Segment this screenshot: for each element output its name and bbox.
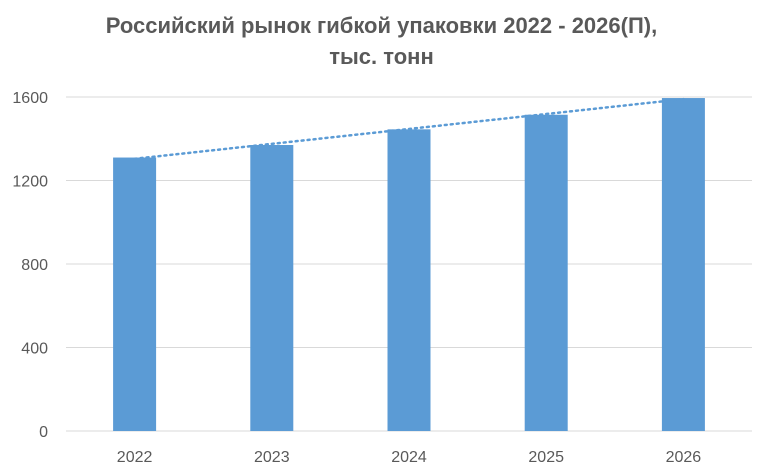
trendline (133, 97, 685, 161)
bar-2025 (524, 114, 568, 432)
chart-title-line2: тыс. тонн (329, 44, 434, 69)
x-tick-label: 2026 (666, 449, 702, 466)
y-tick-label: 0 (39, 424, 48, 441)
x-axis-ticks: 2022 2023 2024 2025 2026 (117, 449, 701, 466)
bar-2026 (661, 98, 705, 431)
chart-title: Российский рынок гибкой упаковки 2022 - … (0, 10, 763, 72)
bars (113, 98, 705, 432)
bar-2023 (250, 145, 294, 431)
x-tick-label: 2023 (254, 449, 290, 466)
trend-line (133, 97, 685, 161)
y-tick-label: 800 (21, 257, 48, 274)
x-tick-label: 2024 (391, 449, 427, 466)
y-axis-ticks: 0 400 800 1200 1600 (12, 90, 48, 441)
chart-title-line1: Российский рынок гибкой упаковки 2022 - … (105, 13, 658, 38)
y-tick-label: 1600 (12, 90, 48, 107)
y-tick-label: 400 (21, 341, 48, 358)
x-tick-label: 2022 (117, 449, 153, 466)
bar-2022 (113, 157, 157, 431)
x-tick-label: 2025 (528, 449, 564, 466)
y-tick-label: 1200 (12, 174, 48, 191)
bar-2024 (387, 129, 431, 431)
